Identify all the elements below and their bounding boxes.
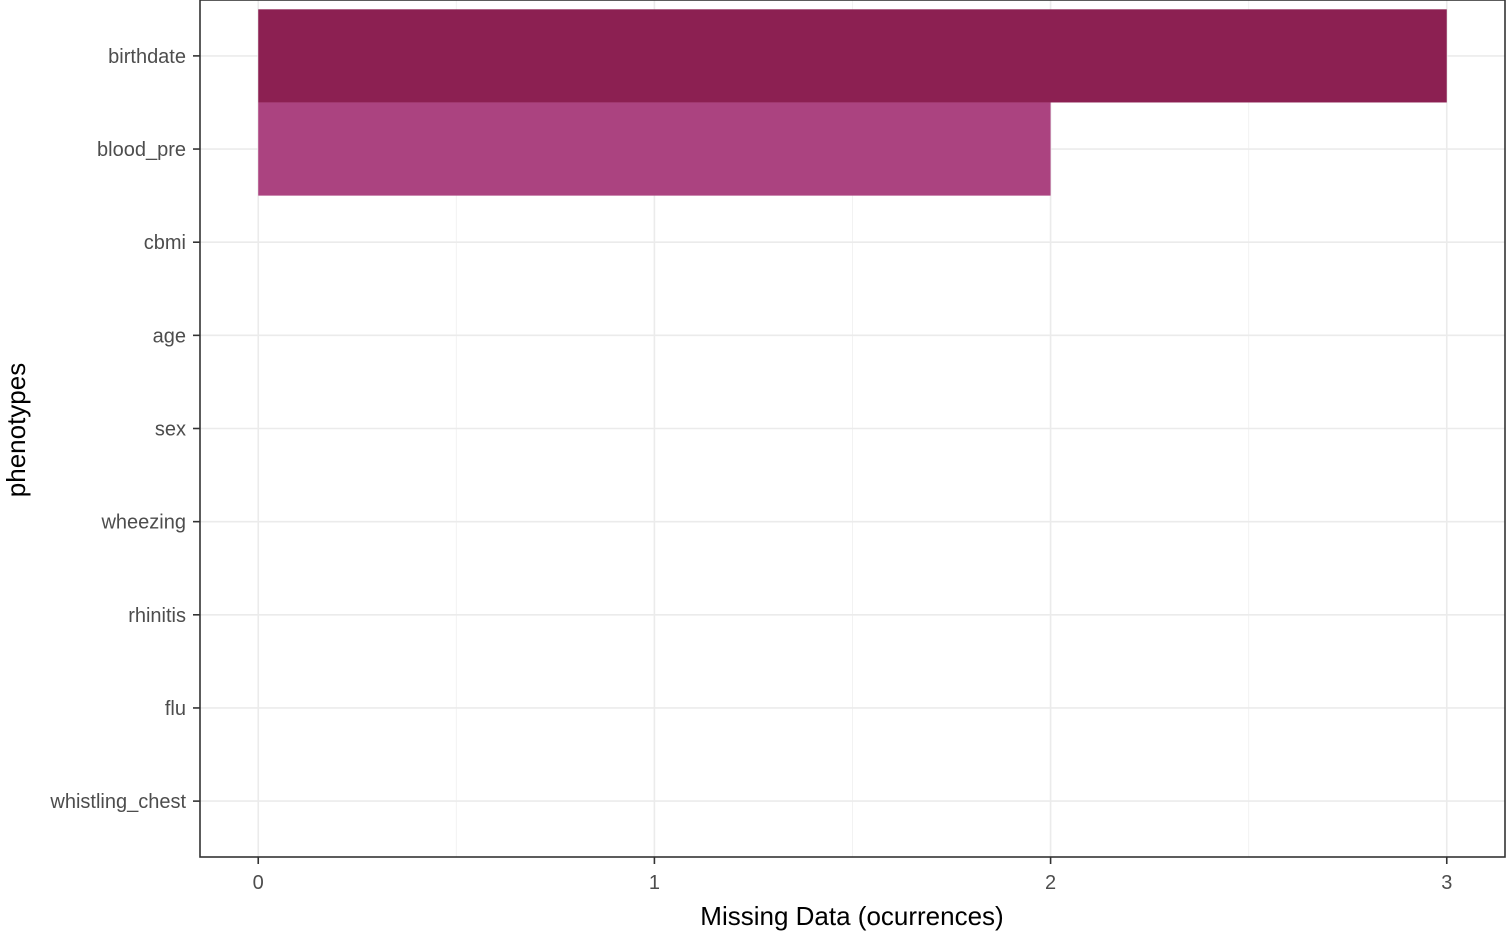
y-tick-label: rhinitis xyxy=(128,605,186,627)
y-tick-label: age xyxy=(153,325,186,347)
y-tick-label: blood_pre xyxy=(97,139,186,161)
x-tick-label: 2 xyxy=(1045,872,1056,894)
x-axis-title: Missing Data (ocurrences) xyxy=(700,901,1003,931)
y-axis-title: phenotypes xyxy=(1,363,31,497)
y-tick-label: cbmi xyxy=(144,232,186,254)
y-tick-label: sex xyxy=(155,419,186,441)
y-tick-label: wheezing xyxy=(100,512,186,534)
bar-blood_pre xyxy=(258,102,1051,196)
y-tick-label: whistling_chest xyxy=(49,791,186,813)
y-tick-label: birthdate xyxy=(108,46,186,68)
bar-birthdate xyxy=(258,9,1447,103)
x-tick-label: 0 xyxy=(253,872,264,894)
y-tick-label: flu xyxy=(165,698,186,720)
x-axis: 0 1 2 3 xyxy=(253,857,1452,894)
bars xyxy=(258,9,1447,196)
x-tick-label: 3 xyxy=(1441,872,1452,894)
x-tick-label: 1 xyxy=(649,872,660,894)
